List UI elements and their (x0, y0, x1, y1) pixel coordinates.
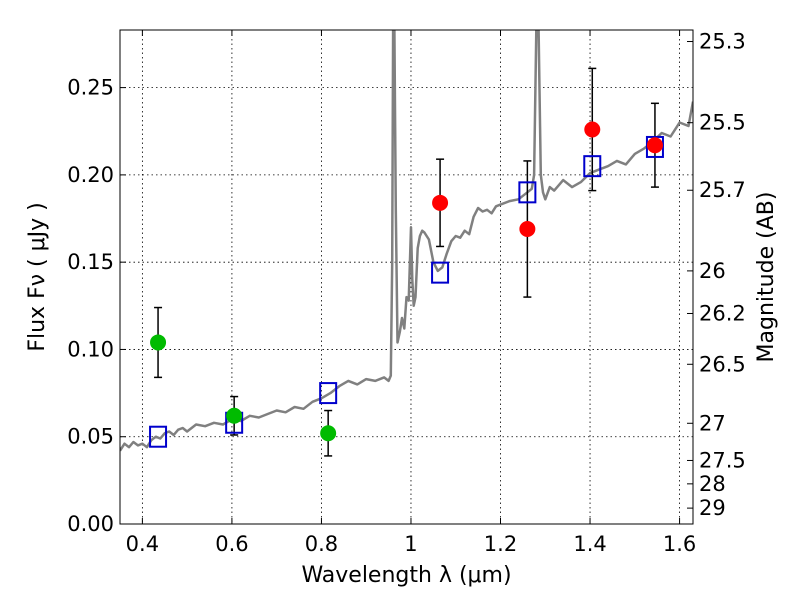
y-tick-label: 0.15 (67, 250, 114, 274)
x-tick-label: 0.4 (126, 532, 159, 556)
right-tick-label: 27.5 (699, 448, 746, 472)
right-tick-label: 28 (699, 472, 726, 496)
right-tick-label: 25.5 (699, 111, 746, 135)
right-tick-label: 26 (699, 259, 726, 283)
model-photometry-square (645, 135, 664, 158)
x-tick-label: 1.4 (573, 532, 606, 556)
plot-frame (119, 29, 694, 525)
x-tick-label: 1.6 (663, 532, 696, 556)
y-tick-label: 0.25 (67, 76, 114, 100)
observed-point (432, 194, 449, 211)
right-tick-label: 25.3 (699, 30, 746, 54)
right-tick-label: 26.5 (699, 352, 746, 376)
ticks: 0.4 0.6 0.8 1 1.2 1.4 1.6 0.00 0.05 0.10 0.15 0.20 0… (67, 30, 746, 556)
observed-point (584, 121, 601, 138)
right-tick-label: 27 (699, 411, 726, 435)
model-photometry-square (431, 261, 450, 284)
observed-point (150, 334, 167, 351)
marker-layer (149, 121, 664, 448)
x-tick-label: 1 (404, 532, 417, 556)
y-tick-label: 0.00 (67, 512, 114, 536)
right-tick-label: 26.2 (699, 301, 746, 325)
spectrum-line (120, 30, 693, 452)
y-tick-label: 0.05 (67, 425, 114, 449)
observed-point (519, 220, 536, 237)
model-photometry-square (319, 382, 338, 405)
y-axis-label: Flux Fν ( μJy ) (25, 202, 50, 351)
observed-point (646, 137, 663, 154)
y-tick-label: 0.10 (67, 337, 114, 361)
x-tick-label: 0.8 (305, 532, 338, 556)
y-tick-label: 0.20 (67, 163, 114, 187)
model-photometry-square (583, 155, 602, 178)
model-photometry-square (518, 181, 537, 204)
model-photometry-square (149, 425, 168, 448)
x-axis-label: Wavelength λ (μm) (301, 563, 511, 588)
x-tick-label: 1.2 (484, 532, 517, 556)
observed-point (226, 407, 243, 424)
spectrum-layer (120, 30, 693, 452)
observed-point (320, 425, 337, 442)
x-tick-label: 0.6 (215, 532, 248, 556)
right-axis-label: Magnitude (AB) (754, 192, 779, 363)
right-tick-label: 29 (699, 496, 726, 520)
right-tick-label: 25.7 (699, 178, 746, 202)
